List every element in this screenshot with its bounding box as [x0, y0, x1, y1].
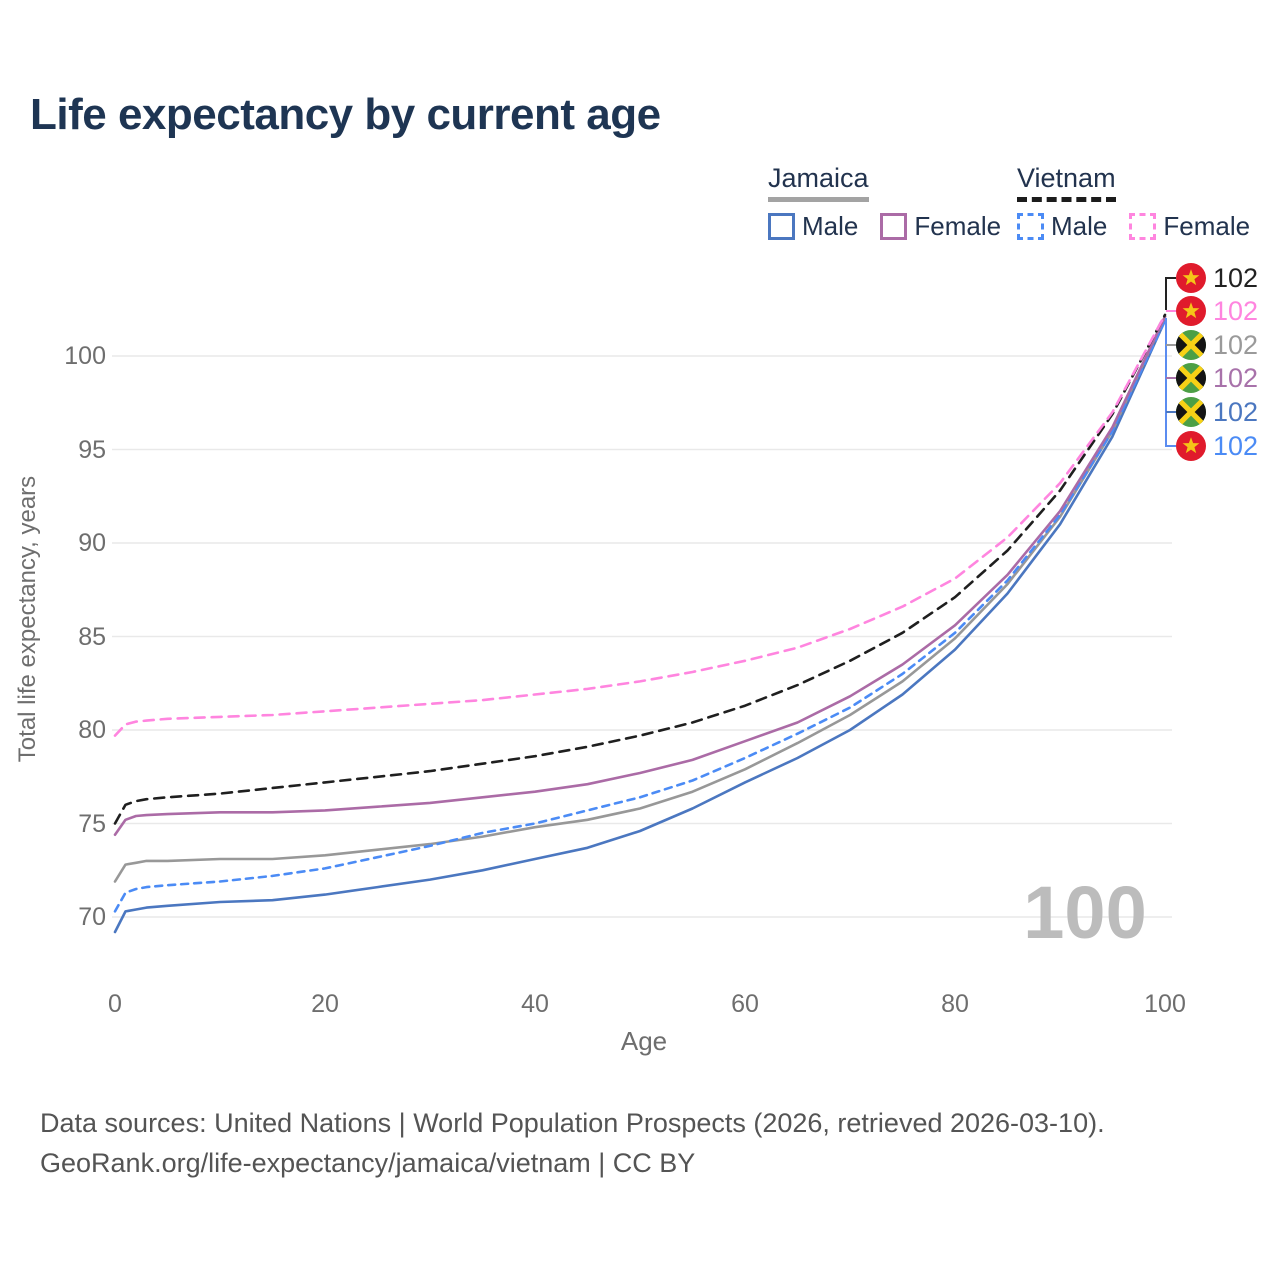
jamaica-flag-icon	[1176, 363, 1206, 393]
end-label-connector	[1165, 277, 1176, 310]
jamaica-female-swatch-icon[interactable]	[880, 213, 908, 240]
attribution-note: GeoRank.org/life-expectancy/jamaica/viet…	[40, 1148, 696, 1178]
age-watermark: 100	[1023, 871, 1146, 954]
legend-item-jamaica-male[interactable]: Male	[768, 211, 858, 242]
end-label-row: 102	[1176, 329, 1258, 361]
end-label-row: 102	[1176, 262, 1258, 294]
x-tick-label: 40	[521, 990, 549, 1018]
y-tick-label: 90	[78, 529, 106, 557]
end-value-label: 102	[1213, 329, 1259, 360]
x-axis-title: Age	[620, 1026, 668, 1056]
series-line-vietnam-male	[113, 319, 1167, 913]
end-label-row: 102	[1176, 295, 1258, 327]
vietnam-female-swatch-icon[interactable]	[1129, 213, 1157, 240]
legend-country-vietnam: Vietnam	[1017, 163, 1116, 202]
legend-item-vietnam-male[interactable]: Male	[1017, 211, 1107, 242]
series-line-vietnam-female	[113, 313, 1167, 737]
x-tick-label: 100	[1144, 990, 1186, 1018]
legend-item-jamaica-female[interactable]: Female	[880, 211, 1001, 242]
vietnam-flag-icon	[1176, 296, 1206, 326]
x-tick-label: 20	[311, 990, 339, 1018]
y-tick-label: 85	[78, 622, 106, 651]
series-line-jamaica-male	[113, 319, 1167, 934]
end-value-label: 102	[1213, 396, 1259, 427]
jamaica-flag-icon	[1176, 330, 1206, 360]
series-line-vietnam-both-sexes	[113, 313, 1167, 825]
end-label-row: 102	[1176, 430, 1258, 462]
y-tick-label: 95	[78, 435, 106, 464]
end-value-label: 102	[1213, 362, 1259, 393]
chart-title: Life expectancy by current age	[30, 90, 661, 139]
end-value-label: 102	[1213, 262, 1259, 293]
y-tick-label: 70	[78, 903, 106, 931]
end-label-row: 102	[1176, 362, 1258, 394]
legend-item-vietnam-female[interactable]: Female	[1129, 211, 1250, 242]
legend-label: Female	[1163, 211, 1251, 241]
x-tick-label: 60	[731, 990, 759, 1018]
end-value-label: 102	[1213, 295, 1259, 326]
end-label-connector	[1165, 318, 1176, 447]
vietnam-male-swatch-icon[interactable]	[1017, 213, 1044, 240]
data-sources-note: Data sources: United Nations | World Pop…	[40, 1108, 1105, 1138]
y-tick-label: 80	[78, 716, 106, 744]
legend-country-jamaica: Jamaica	[768, 163, 869, 202]
series-line-jamaica-female	[113, 315, 1167, 837]
series-line-jamaica-both-sexes	[113, 315, 1167, 883]
x-tick-label: 80	[941, 990, 969, 1018]
y-tick-label: 100	[64, 342, 106, 370]
legend-label: Male	[802, 211, 859, 241]
end-value-label: 102	[1213, 430, 1259, 461]
jamaica-male-swatch-icon[interactable]	[768, 213, 795, 240]
jamaica-flag-icon	[1176, 397, 1206, 427]
end-label-row: 102	[1176, 396, 1258, 428]
legend-group-vietnam: Vietnam Male Female	[1017, 163, 1250, 242]
x-tick-label: 0	[108, 990, 122, 1018]
vietnam-flag-icon	[1176, 431, 1206, 461]
legend-group-jamaica: Jamaica Male Female	[768, 163, 1001, 242]
legend-label: Male	[1051, 211, 1108, 241]
y-tick-label: 75	[78, 809, 106, 838]
legend-label: Female	[914, 211, 1002, 241]
vietnam-flag-icon	[1176, 263, 1206, 293]
